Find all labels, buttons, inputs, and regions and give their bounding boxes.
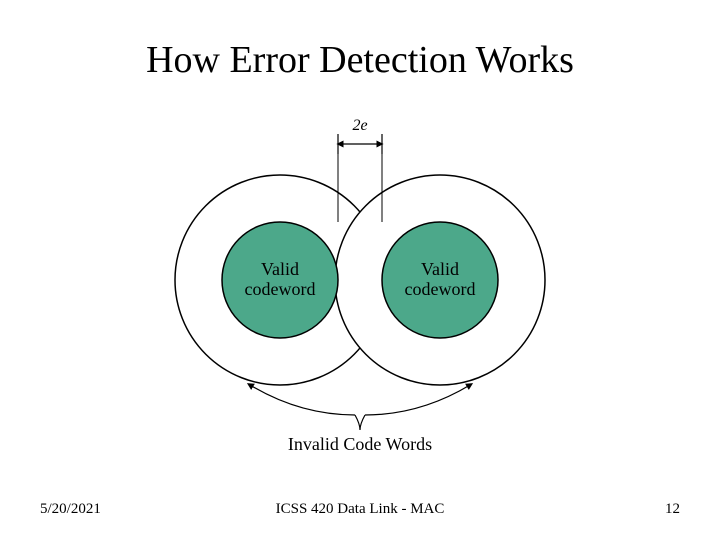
right-circle-label-2: codeword [405, 279, 476, 299]
brace-center [355, 415, 365, 430]
invalid-label: Invalid Code Words [288, 434, 432, 450]
left-circle-label-2: codeword [245, 279, 316, 299]
error-detection-diagram: Valid codeword Valid codeword 2e Invalid… [0, 110, 720, 450]
slide-title: How Error Detection Works [0, 38, 720, 82]
footer-page-number: 12 [665, 501, 680, 518]
brace-left [250, 385, 355, 415]
footer-center: ICSS 420 Data Link - MAC [0, 501, 720, 518]
brace-right [365, 385, 470, 415]
distance-label: 2e [352, 117, 367, 134]
right-circle-label-1: Valid [421, 259, 459, 279]
left-circle-label-1: Valid [261, 259, 299, 279]
